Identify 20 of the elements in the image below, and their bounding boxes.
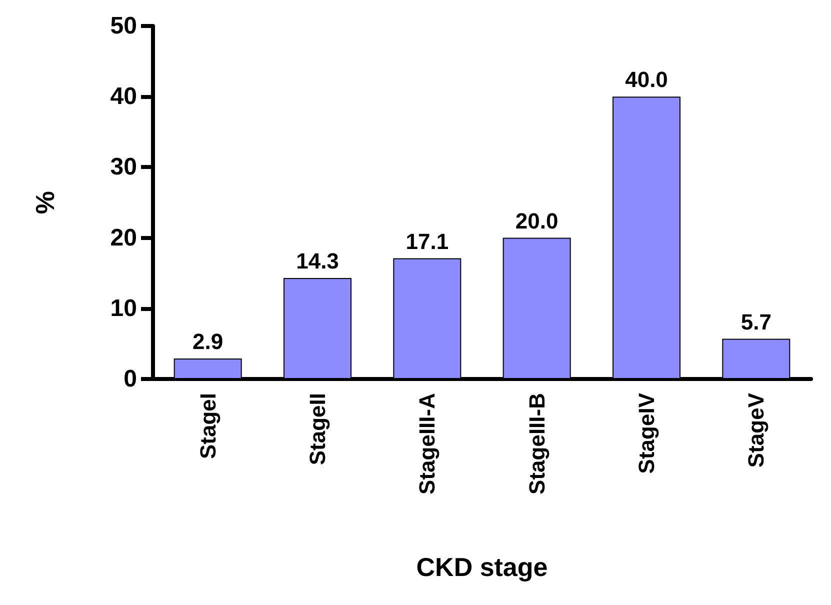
x-tick-label: StageI <box>195 393 220 460</box>
x-tick-label: StageIV <box>634 392 659 474</box>
y-tick-label: 50 <box>110 12 137 40</box>
y-tick-label: 30 <box>110 154 137 181</box>
x-tick-label: StageIII-B <box>524 393 550 494</box>
data-label: 2.9 <box>192 329 224 354</box>
data-label: 17.1 <box>406 228 449 254</box>
data-label: 14.3 <box>296 248 339 274</box>
y-tick-label: 10 <box>110 294 137 322</box>
data-label: 5.7 <box>740 309 772 334</box>
x-tick-label: StageV <box>744 392 769 468</box>
x-axis-title: CKD stage <box>416 552 548 582</box>
y-tick-label: 40 <box>110 83 137 110</box>
x-tick-label: StageIII-A <box>414 392 440 494</box>
y-tick-label: 0 <box>124 366 137 392</box>
data-label: 40.0 <box>625 67 668 92</box>
y-tick-label: 20 <box>110 224 137 252</box>
x-tick-label: StageII <box>305 393 330 466</box>
data-label: 20.0 <box>515 208 558 234</box>
y-axis-title: % <box>30 190 60 214</box>
